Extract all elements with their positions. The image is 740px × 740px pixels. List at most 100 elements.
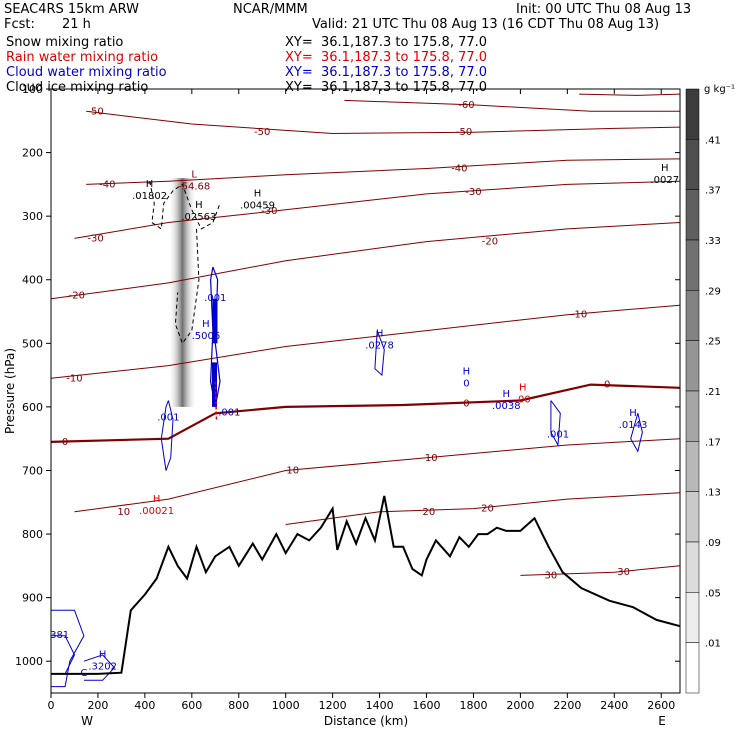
extremum-value: .001	[204, 293, 226, 304]
colorbar-swatch	[685, 189, 700, 241]
extremum-value: .0038	[492, 401, 521, 412]
temperature-label: -30	[87, 233, 103, 244]
cloud-water-contour	[630, 413, 643, 453]
colorbar-tick-label: .37	[705, 186, 721, 197]
temperature-contour-minus60	[344, 99, 680, 112]
y-tick-label: 300	[22, 210, 43, 223]
x-axis-title: Distance (km)	[324, 714, 408, 728]
extremum-marker: .001	[218, 407, 240, 418]
extremum-mark: H	[463, 367, 471, 378]
temperature-label: -50	[87, 106, 103, 117]
extremum-value: .001	[218, 407, 240, 418]
cloud-water-contour	[83, 654, 116, 681]
temperature-label: 0	[62, 437, 68, 448]
temperature-label: 0	[463, 399, 469, 410]
temperature-label: 20	[481, 504, 494, 515]
x-tick-label: 0	[48, 699, 55, 712]
colorbar-swatch	[685, 88, 700, 140]
colorbar-swatch	[685, 239, 700, 291]
colorbar-swatch	[685, 642, 700, 694]
extremum-value: C	[80, 668, 87, 679]
extremum-marker: H.00	[515, 383, 531, 406]
extremum-mark: H	[254, 189, 262, 200]
y-tick-label: 100	[22, 83, 43, 96]
colorbar-tick-label: .33	[705, 236, 721, 247]
temperature-contour-30	[520, 565, 680, 576]
colorbar-tick-label: .29	[705, 286, 721, 297]
cloud-ice-contour	[149, 181, 221, 230]
extremum-value: .0143	[619, 420, 648, 431]
x-tick-label: 1400	[366, 699, 394, 712]
temperature-label: -30	[465, 187, 481, 198]
temperature-label: 0	[604, 380, 610, 391]
forecast-hours: 21 h	[62, 17, 91, 32]
snow-shading	[168, 178, 197, 407]
y-tick-label: 600	[22, 401, 43, 414]
temperature-label: 30	[617, 567, 630, 578]
plot-frame	[50, 88, 681, 694]
extremum-mark: H	[99, 650, 107, 661]
x-tick-label: 2400	[600, 699, 628, 712]
extremum-value: .00021	[139, 506, 174, 517]
temperature-contour-minus10	[51, 304, 680, 379]
colorbar-tick-label: .09	[705, 538, 721, 549]
temperature-contour-10	[74, 438, 680, 513]
x-tick-label: 400	[134, 699, 155, 712]
colorbar-swatch	[685, 340, 700, 392]
cloud-water-contour	[51, 635, 76, 675]
extremum-mark: H	[202, 319, 210, 330]
extremum-value: -54.68	[178, 182, 210, 193]
field-xy-cloud-water: XY= 36.1,187.3 to 175.8, 77.0	[285, 65, 488, 80]
colorbar-tick-label: .41	[705, 135, 721, 146]
y-tick-label: 800	[22, 528, 43, 541]
valid-time: Valid: 21 UTC Thu 08 Aug 13 (16 CDT Thu …	[312, 17, 660, 32]
y-tick-label: 400	[22, 274, 43, 287]
colorbar-swatch	[685, 491, 700, 543]
cloud-water-core	[212, 362, 218, 407]
temperature-contour-minus50	[86, 110, 680, 135]
extremum-value: .5006	[192, 331, 221, 342]
extremum-mark: H	[661, 163, 669, 174]
extremum-value: .381	[47, 630, 69, 641]
extremum-value: .0278	[365, 340, 394, 351]
colorbar-tick-label: .25	[705, 337, 721, 348]
temperature-contour-20	[285, 492, 680, 525]
extremum-mark: H	[503, 389, 511, 400]
extremum-marker: H.5006	[192, 319, 221, 342]
x-axis-east-label: E	[658, 714, 666, 728]
temperature-contour-0	[51, 383, 680, 443]
cloud-water-contour	[51, 609, 85, 688]
extremum-marker: H.3202	[88, 650, 117, 673]
extremum-value: .00	[515, 395, 531, 406]
x-tick-label: 1800	[459, 699, 487, 712]
extremum-marker: H.00021	[139, 494, 174, 517]
colorbar-tick-label: .01	[705, 639, 721, 650]
temperature-label: -50	[254, 127, 270, 138]
extremum-marker: .001	[157, 412, 179, 423]
field-name-cloud-water: Cloud water mixing ratio	[6, 65, 167, 80]
y-tick-label: 700	[22, 464, 43, 477]
field-name-rain: Rain water mixing ratio	[6, 50, 159, 65]
cloud-water-contour	[374, 330, 385, 377]
field-xy-cloud-ice: XY= 36.1,187.3 to 175.8, 77.0	[285, 80, 488, 95]
temperature-label: -30	[261, 206, 277, 217]
extremum-value: .02563	[181, 212, 216, 223]
rain-water-contour	[214, 381, 218, 420]
temperature-contour-minus30	[74, 180, 680, 239]
x-tick-label: 2600	[647, 699, 675, 712]
cloud-water-core	[212, 298, 218, 344]
temperature-label: 10	[286, 465, 299, 476]
temperature-label: -10	[571, 310, 587, 321]
temperature-contour-minus20	[51, 222, 680, 300]
forecast-label: Fcst:	[4, 17, 35, 32]
colorbar-swatch	[685, 139, 700, 190]
extremum-mark: L	[191, 170, 197, 181]
extremum-value: .3202	[88, 662, 117, 673]
extremum-marker: H.0278	[365, 328, 394, 351]
colorbar-swatch	[685, 592, 700, 643]
y-axis-title: Pressure (hPa)	[3, 348, 17, 434]
temperature-label: 10	[425, 453, 438, 464]
colorbar-tick-label: .05	[705, 588, 721, 599]
temperature-label: -20	[482, 237, 498, 248]
